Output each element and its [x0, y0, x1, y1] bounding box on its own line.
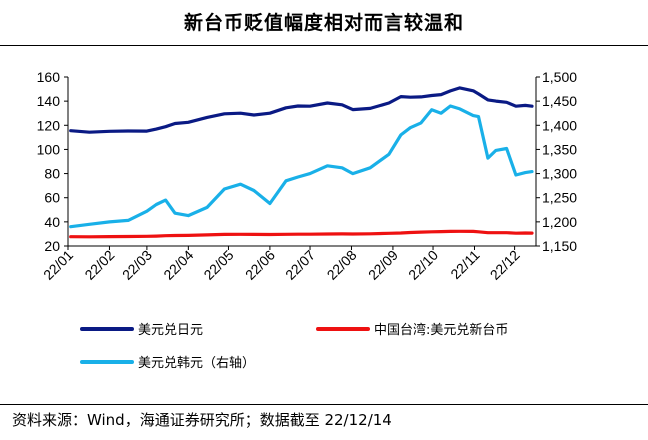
- chart-title: 新台币贬值幅度相对而言较温和: [183, 12, 464, 34]
- right-y-tick-labels: 1,150 1,200 1,250 1,300 1,350 1,400 1,450 1,500: [536, 69, 577, 254]
- x-tick-label: 22/10: [405, 247, 441, 283]
- x-tick-label: 22/06: [242, 247, 278, 283]
- x-tick-labels: 22/01 22/02 22/03 22/04 22/05 22/06 22/07 22/08…: [40, 246, 523, 283]
- chart-axes: [67, 77, 537, 247]
- series-line-krw: [69, 104, 534, 229]
- x-tick-label: 22/03: [119, 247, 155, 283]
- right-y-tick-label: 1,350: [542, 141, 577, 157]
- x-tick-label: 22/04: [160, 247, 196, 283]
- left-y-tick-label: 160: [37, 69, 61, 85]
- right-y-tick-label: 1,300: [542, 166, 577, 182]
- legend-item-jpy: 美元兑日元: [80, 319, 203, 338]
- legend-item-krw: 美元兑韩元（右轴）: [80, 352, 255, 371]
- x-tick-label: 22/05: [200, 247, 236, 283]
- title-divider: [0, 45, 648, 46]
- x-tick-label: 22/09: [365, 247, 401, 283]
- legend-item-twd: 中国台湾:美元兑新台币: [316, 319, 508, 338]
- series-line-twd: [69, 229, 534, 239]
- left-y-tick-label: 100: [37, 141, 61, 157]
- right-y-tick-label: 1,200: [542, 214, 577, 230]
- x-tick-label: 22/07: [282, 247, 318, 283]
- left-y-tick-label: 40: [44, 214, 60, 230]
- x-tick-label: 22/12: [487, 247, 523, 283]
- legend-label-jpy: 美元兑日元: [138, 323, 204, 338]
- right-y-tick-label: 1,150: [542, 238, 577, 254]
- left-y-tick-label: 80: [44, 166, 60, 182]
- left-y-tick-labels: 20 40 60 80 100 120 140 160: [37, 69, 68, 254]
- legend-label-twd: 中国台湾:美元兑新台币: [374, 323, 509, 338]
- series-line-jpy: [69, 86, 534, 134]
- left-y-tick-label: 20: [44, 238, 60, 254]
- x-tick-label: 22/11: [447, 247, 483, 283]
- legend-swatch-twd: [316, 326, 370, 331]
- line-chart: 22/01 22/02 22/03 22/04 22/05 22/06 22/07 22/08…: [37, 69, 578, 283]
- x-tick-label: 22/08: [324, 247, 360, 283]
- source-divider: [0, 404, 648, 405]
- chart-series: [69, 86, 534, 239]
- right-y-tick-label: 1,250: [542, 190, 577, 206]
- legend-label-krw: 美元兑韩元（右轴）: [138, 356, 256, 371]
- right-y-tick-label: 1,500: [542, 69, 577, 85]
- left-y-tick-label: 140: [37, 93, 61, 109]
- legend-swatch-jpy: [80, 326, 134, 331]
- left-y-tick-label: 120: [37, 117, 61, 133]
- right-y-tick-label: 1,400: [542, 117, 577, 133]
- right-y-tick-label: 1,450: [542, 93, 577, 109]
- x-tick-label: 22/02: [81, 247, 117, 283]
- source-note: 资料来源：Wind，海通证券研究所；数据截至 22/12/14: [12, 411, 392, 429]
- legend-swatch-krw: [80, 359, 134, 364]
- left-y-tick-label: 60: [44, 190, 60, 206]
